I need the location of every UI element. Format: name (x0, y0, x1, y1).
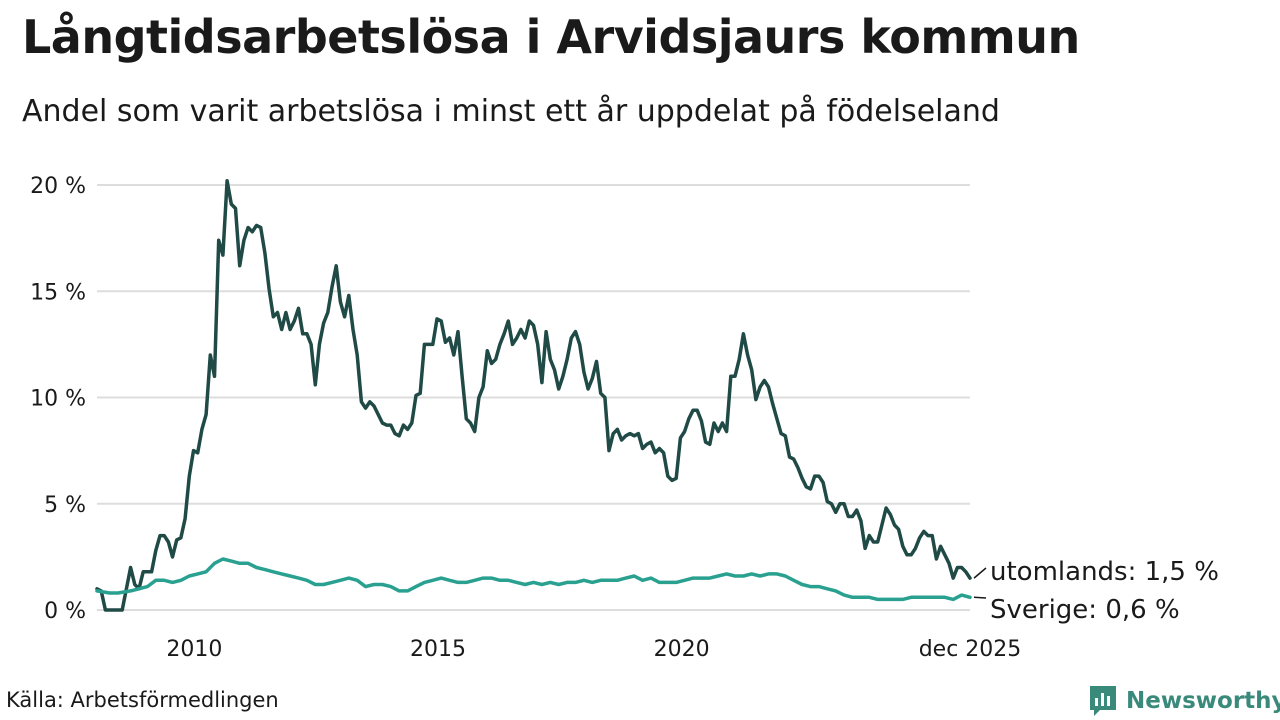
y-tick-label: 20 % (30, 174, 86, 199)
brand-name: Newsworthy (1126, 688, 1280, 714)
chart-title: Långtidsarbetslösa i Arvidsjaurs kommun (22, 10, 1080, 64)
newsworthy-logo[interactable]: Newsworthy (1088, 684, 1280, 718)
x-tick-label: 2015 (410, 637, 466, 662)
source-note: Källa: Arbetsförmedlingen (6, 688, 279, 712)
x-tick-label: 2010 (166, 637, 222, 662)
y-tick-label: 15 % (30, 280, 86, 305)
series-layer (95, 179, 972, 612)
y-tick-label: 0 % (44, 599, 86, 624)
label-layer: 0 % 5 % 10 % 15 % 20 % 2010 2015 2020 dec 2025 ut… (30, 174, 1219, 662)
end-label-sverige: Sverige: 0,6 % (990, 595, 1180, 625)
grid-layer (97, 184, 970, 611)
chart-subtitle: Andel som varit arbetslösa i minst ett å… (22, 94, 1000, 129)
x-tick-label: 2020 (654, 637, 710, 662)
end-label-leader (973, 596, 987, 599)
newsworthy-icon (1090, 686, 1116, 716)
end-label-leader (973, 567, 987, 579)
end-label-utomlands: utomlands: 1,5 % (990, 557, 1219, 587)
series-line-utomlands (95, 179, 972, 612)
x-tick-label: dec 2025 (919, 637, 1022, 662)
y-tick-label: 5 % (44, 493, 86, 518)
y-tick-label: 10 % (30, 387, 86, 412)
series-line-sverige (95, 557, 972, 602)
